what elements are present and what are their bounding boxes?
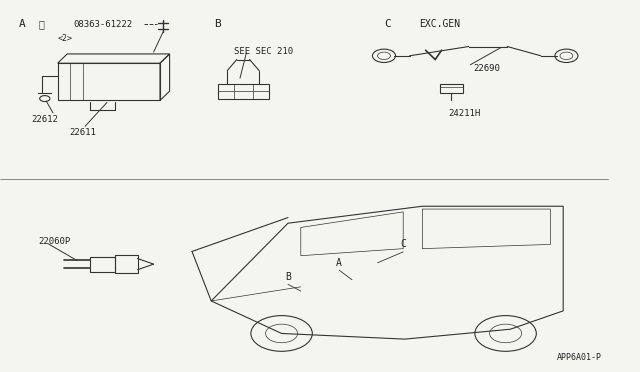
Text: SEE SEC 210: SEE SEC 210 [234,47,292,56]
Text: A: A [19,19,26,29]
Text: B: B [285,272,291,282]
Text: C: C [384,19,391,29]
Text: 22060P: 22060P [38,237,70,246]
Text: 22611: 22611 [70,128,97,137]
Text: 08363-61222: 08363-61222 [74,20,132,29]
Text: Ⓢ: Ⓢ [38,19,44,29]
Text: 22690: 22690 [474,64,500,73]
Text: B: B [214,19,221,29]
Text: 24211H: 24211H [448,109,480,118]
Text: APP6A01-P: APP6A01-P [557,353,602,362]
Text: C: C [400,240,406,249]
Text: A: A [336,258,342,268]
Text: 22612: 22612 [31,115,58,124]
Text: EXC.GEN: EXC.GEN [419,19,460,29]
Text: <2>: <2> [58,34,72,43]
